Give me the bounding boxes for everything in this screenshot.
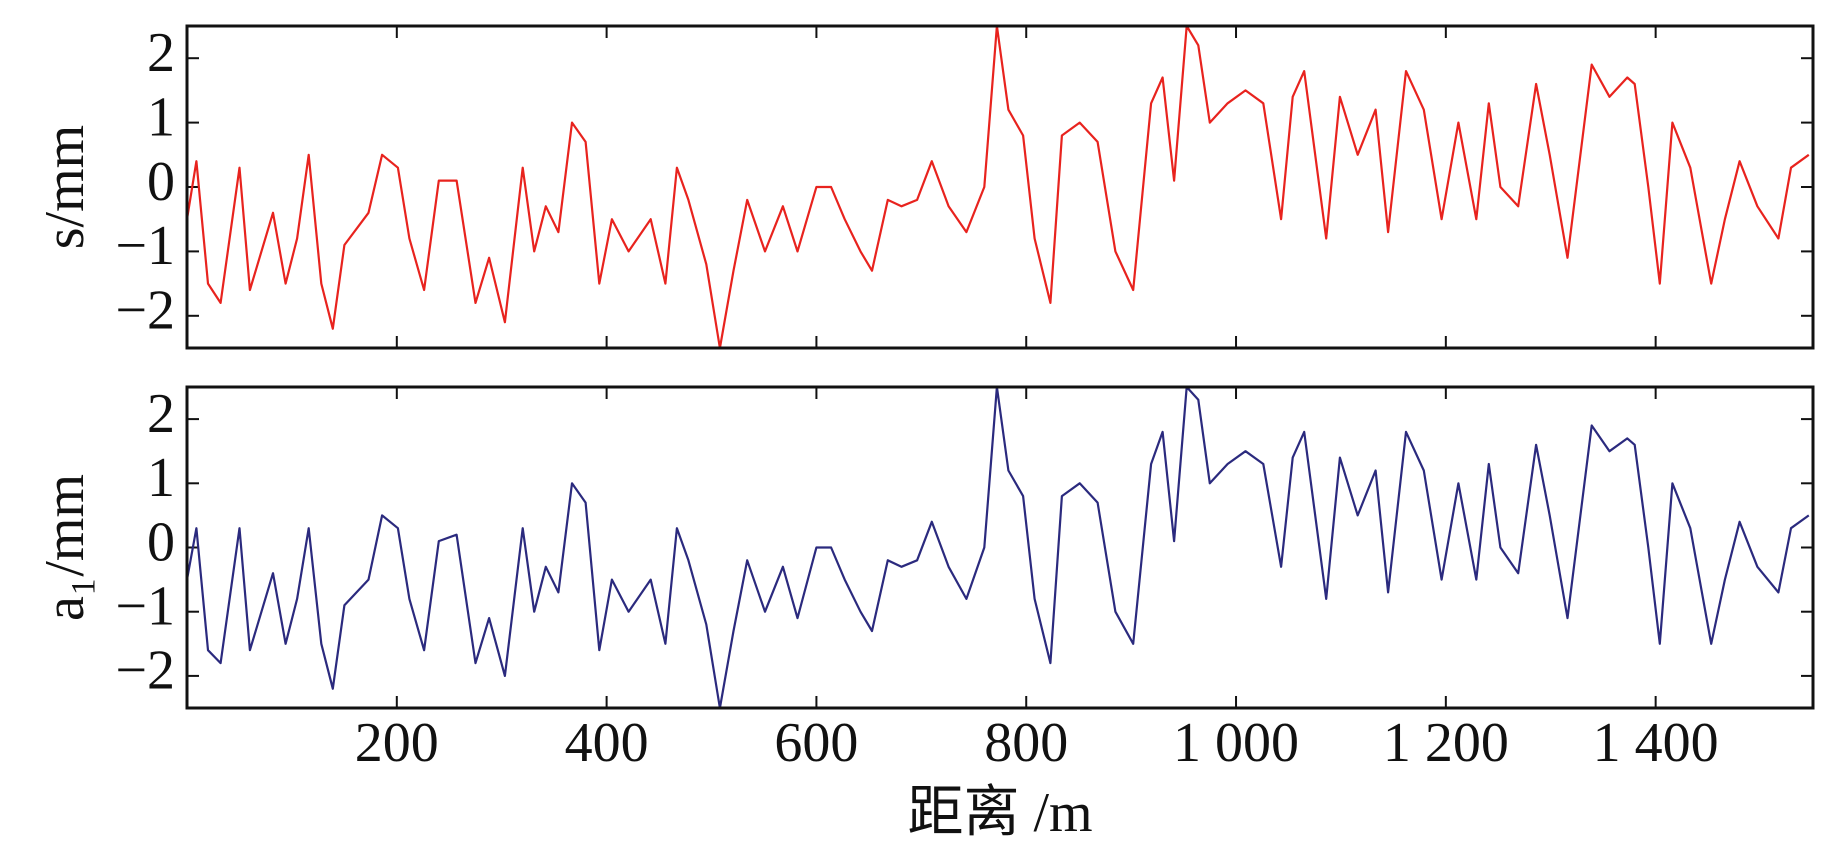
x-tick-label: 1 200 bbox=[1383, 712, 1509, 774]
y-tick-label: 2 bbox=[147, 22, 175, 84]
y-tick-label: −2 bbox=[115, 280, 175, 342]
y-tick-label: −1 bbox=[115, 215, 175, 277]
x-tick-label: 200 bbox=[355, 712, 439, 774]
plot-frame bbox=[185, 385, 1815, 710]
x-tick-label: 600 bbox=[774, 712, 858, 774]
y-axis-label: s/mm bbox=[34, 125, 96, 249]
y-tick-label: −1 bbox=[115, 576, 175, 638]
x-tick-label: 1 000 bbox=[1173, 712, 1299, 774]
y-tick-label: −2 bbox=[115, 640, 175, 702]
x-tick-label: 400 bbox=[565, 712, 649, 774]
x-axis-label: 距离 /m bbox=[907, 782, 1092, 844]
x-tick-label: 800 bbox=[984, 712, 1068, 774]
x-tick-label: 1 400 bbox=[1593, 712, 1719, 774]
y-tick-label: 2 bbox=[147, 383, 175, 445]
line bbox=[185, 24, 1810, 350]
y-tick-label: 1 bbox=[147, 447, 175, 509]
y-tick-label: 0 bbox=[147, 151, 175, 213]
plot-frame bbox=[185, 24, 1815, 350]
y-axis-label: a₁/mm bbox=[34, 474, 96, 621]
line bbox=[185, 385, 1810, 710]
y-tick-label: 0 bbox=[147, 511, 175, 573]
y-tick-label: 1 bbox=[147, 86, 175, 148]
